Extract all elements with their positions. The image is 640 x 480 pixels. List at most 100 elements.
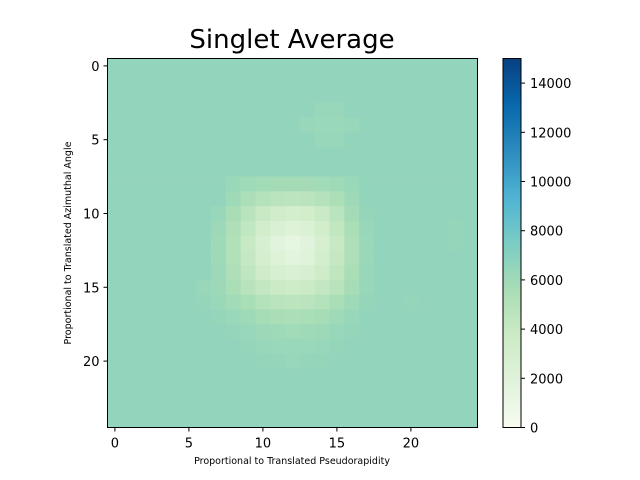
heatmap-cell: [122, 88, 138, 104]
x-tick-label: 20: [403, 437, 420, 452]
heatmap-cell: [462, 412, 478, 428]
heatmap-cell: [225, 353, 242, 369]
heatmap-cell: [107, 58, 123, 74]
heatmap-cell: [359, 368, 375, 384]
heatmap-cell: [388, 132, 404, 148]
heatmap-cell: [314, 58, 330, 74]
x-axis-label: Proportional to Translated Pseudorapidit…: [194, 456, 390, 467]
heatmap-cell: [137, 353, 153, 369]
heatmap-cell: [433, 220, 449, 237]
heatmap-cell: [359, 132, 375, 148]
heatmap-cell: [211, 368, 227, 384]
heatmap-cell: [447, 191, 464, 207]
heatmap-cell: [314, 117, 330, 133]
heatmap-cell: [403, 58, 419, 74]
heatmap-cell: [373, 206, 390, 222]
x-tick-label: 15: [329, 437, 346, 452]
heatmap-cell: [270, 353, 286, 369]
heatmap-cell: [240, 191, 256, 207]
heatmap-cell: [373, 279, 390, 296]
heatmap-cell: [211, 309, 227, 325]
heatmap-cell: [314, 73, 330, 89]
heatmap-cell: [240, 176, 256, 192]
heatmap-cell: [181, 397, 197, 414]
heatmap-cell: [225, 206, 242, 222]
heatmap-cell: [403, 73, 419, 89]
y-axis-label: Proportional to Translated Azimuthal Ang…: [63, 141, 74, 344]
heatmap-cell: [225, 309, 242, 325]
heatmap-cell: [151, 191, 168, 207]
heatmap-cell: [388, 397, 404, 414]
heatmap-cell: [137, 235, 153, 251]
heatmap-cell: [211, 117, 227, 133]
heatmap-cell: [107, 220, 123, 237]
heatmap-cell: [137, 383, 153, 399]
heatmap-cell: [181, 279, 197, 296]
heatmap-cell: [137, 412, 153, 428]
heatmap-cell: [196, 235, 212, 251]
colorbar-ticks: 0 2000 4000 6000 8000 10000 12000 14000: [521, 77, 571, 437]
heatmap-cell: [447, 338, 464, 355]
heatmap-cell: [270, 294, 286, 310]
heatmap-cell: [388, 324, 404, 340]
heatmap-cell: [137, 324, 153, 340]
heatmap-cell: [122, 161, 138, 177]
colorbar-tick-label: 10000: [530, 176, 571, 191]
heatmap-cell: [403, 88, 419, 104]
heatmap-cell: [314, 412, 330, 428]
heatmap-cell: [403, 132, 419, 148]
heatmap-cell: [225, 132, 242, 148]
heatmap-cell: [151, 265, 168, 281]
heatmap-cell: [166, 383, 182, 399]
heatmap-cell: [240, 102, 256, 118]
heatmap-cell: [299, 220, 316, 237]
heatmap-cell: [314, 206, 330, 222]
heatmap-cell: [314, 88, 330, 104]
heatmap-cell: [388, 117, 404, 133]
y-tick-label: 0: [91, 60, 99, 75]
heatmap-cell: [151, 324, 168, 340]
heatmap-cell: [447, 279, 464, 296]
heatmap-cell: [299, 102, 316, 118]
heatmap-cell: [181, 88, 197, 104]
heatmap-cell: [137, 265, 153, 281]
heatmap-cell: [255, 73, 271, 89]
heatmap-cell: [299, 73, 316, 89]
heatmap-cell: [240, 338, 256, 355]
heatmap-cell: [107, 132, 123, 148]
heatmap-cell: [285, 324, 301, 340]
heatmap-cell: [211, 265, 227, 281]
heatmap-cell: [373, 191, 390, 207]
heatmap-cell: [447, 161, 464, 177]
colorbar-tick-label: 4000: [530, 323, 563, 338]
heatmap-cell: [433, 161, 449, 177]
heatmap-cell: [285, 58, 301, 74]
heatmap-cell: [255, 235, 271, 251]
heatmap-cell: [211, 191, 227, 207]
heatmap-cell: [373, 353, 390, 369]
heatmap-cell: [196, 368, 212, 384]
heatmap-cell: [285, 338, 301, 355]
heatmap-cell: [166, 220, 182, 237]
heatmap-cell: [433, 147, 449, 163]
heatmap-cell: [107, 206, 123, 222]
heatmap-cell: [240, 397, 256, 414]
heatmap-cell: [433, 383, 449, 399]
heatmap-cell: [329, 353, 345, 369]
heatmap-cell: [344, 73, 360, 89]
heatmap-cell: [255, 279, 271, 296]
heatmap-cell: [285, 73, 301, 89]
heatmap-cell: [433, 397, 449, 414]
heatmap-cell: [107, 250, 123, 266]
heatmap-cell: [418, 279, 434, 296]
heatmap-cell: [107, 73, 123, 89]
heatmap-cell: [344, 324, 360, 340]
heatmap-cell: [403, 397, 419, 414]
heatmap-cell: [225, 191, 242, 207]
heatmap-cell: [270, 176, 286, 192]
heatmap-cell: [373, 338, 390, 355]
heatmap-cell: [359, 412, 375, 428]
heatmap-cell: [285, 250, 301, 266]
heatmap-cell: [137, 338, 153, 355]
heatmap-cell: [462, 397, 478, 414]
